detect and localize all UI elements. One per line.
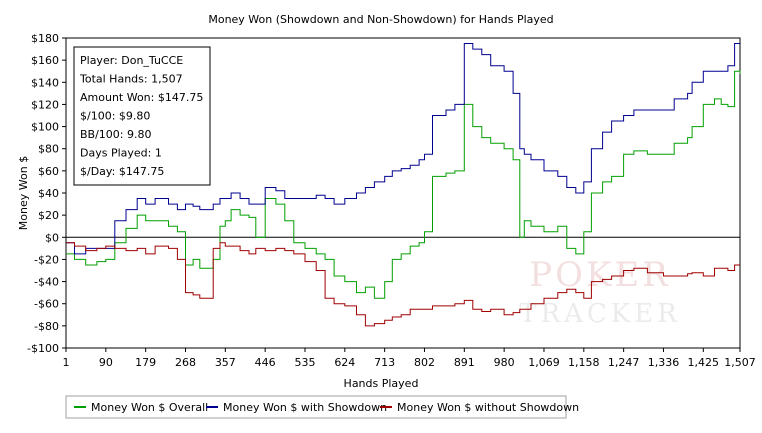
y-tick-label: $140 xyxy=(31,76,59,89)
y-tick-label: $100 xyxy=(31,121,59,134)
y-tick-label: $160 xyxy=(31,54,59,67)
svg-text:POKER: POKER xyxy=(529,255,671,295)
y-tick-label: -$100 xyxy=(27,342,59,355)
x-tick-label: 891 xyxy=(454,356,475,369)
legend-label: Money Won $ with Showdown xyxy=(223,401,387,414)
y-tick-label: -$40 xyxy=(34,276,59,289)
stat-line: BB/100: 9.80 xyxy=(80,128,152,141)
series-line-1 xyxy=(66,70,741,299)
y-axis: -$100 -$80 -$60 -$40 -$20 $0 $20 $40 $60 $80 $100 $… xyxy=(27,32,66,355)
y-tick-label: $40 xyxy=(38,187,59,200)
x-tick-label: 713 xyxy=(374,356,395,369)
x-tick-label: 1,336 xyxy=(648,356,680,369)
x-tick-label: 268 xyxy=(175,356,196,369)
legend-label: Money Won $ Overall xyxy=(91,401,208,414)
x-tick-label: 980 xyxy=(494,356,515,369)
y-tick-label: $20 xyxy=(38,209,59,222)
x-axis-label: Hands Played xyxy=(344,377,419,390)
x-tick-label: 446 xyxy=(255,356,276,369)
legend-label: Money Won $ without Showdown xyxy=(397,401,579,414)
x-tick-label: 1,158 xyxy=(568,356,600,369)
stat-line: $/100: $9.80 xyxy=(80,110,150,123)
x-tick-label: 802 xyxy=(414,356,435,369)
x-tick-label: 357 xyxy=(215,356,236,369)
x-tick-label: 1,425 xyxy=(688,356,720,369)
x-tick-label: 1 xyxy=(63,356,70,369)
stat-line: Amount Won: $147.75 xyxy=(80,91,203,104)
y-tick-label: $60 xyxy=(38,165,59,178)
y-tick-label: -$60 xyxy=(34,298,59,311)
stat-line: Total Hands: 1,507 xyxy=(79,73,183,86)
x-tick-label: 624 xyxy=(334,356,355,369)
stat-line: $/Day: $147.75 xyxy=(80,165,164,178)
y-tick-label: $120 xyxy=(31,98,59,111)
stat-line: Days Played: 1 xyxy=(80,147,162,160)
player-stats-box: Player: Don_TuCCE Total Hands: 1,507 Amoun… xyxy=(73,46,211,186)
series-line-3 xyxy=(66,242,740,327)
y-tick-label: -$20 xyxy=(34,253,59,266)
y-tick-label: $180 xyxy=(31,32,59,45)
x-tick-label: 90 xyxy=(99,356,113,369)
series-lines xyxy=(66,43,741,327)
x-axis: 1 90 179 268 357 446 535 624 713 802 891 980 1,069 1,… xyxy=(63,348,756,369)
poker-tracker-watermark: POKER TRACKER xyxy=(519,255,681,329)
stat-line: Player: Don_TuCCE xyxy=(80,54,183,67)
series-line-2 xyxy=(66,43,740,255)
svg-text:TRACKER: TRACKER xyxy=(519,299,681,329)
legend: Money Won $ Overall Money Won $ with Show… xyxy=(65,395,579,419)
x-tick-label: 535 xyxy=(294,356,315,369)
chart-title: Money Won (Showdown and Non-Showdown) fo… xyxy=(208,13,553,26)
y-tick-label: $0 xyxy=(45,231,59,244)
x-tick-label: 179 xyxy=(135,356,156,369)
y-axis-label: Money Won $ xyxy=(17,156,30,230)
y-tick-label: $80 xyxy=(38,143,59,156)
y-tick-label: -$80 xyxy=(34,320,59,333)
x-tick-label: 1,507 xyxy=(724,356,756,369)
x-tick-label: 1,247 xyxy=(608,356,640,369)
x-tick-label: 1,069 xyxy=(528,356,560,369)
